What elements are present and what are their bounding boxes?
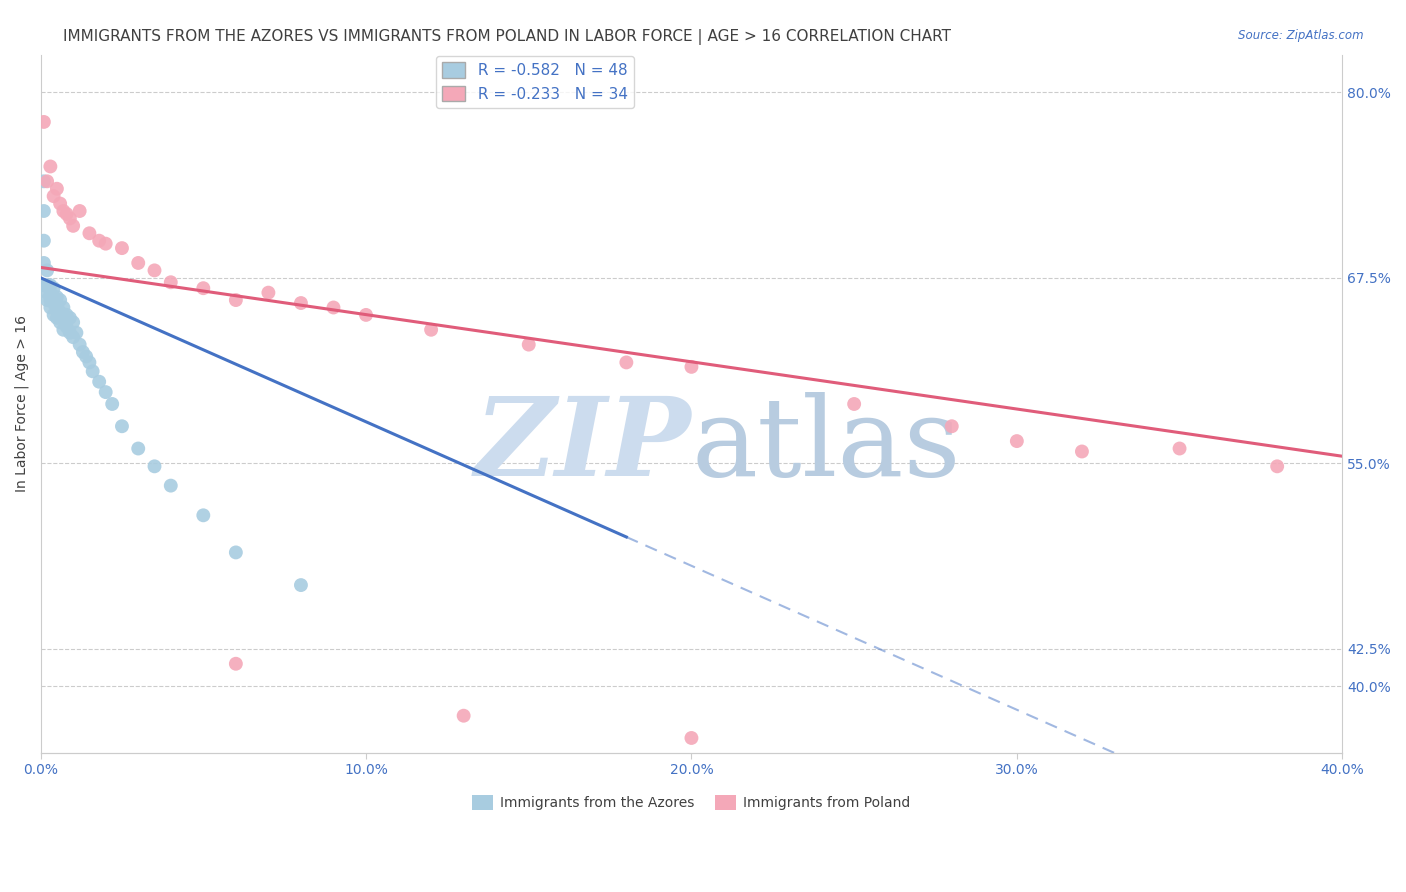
Point [37, 263, 59, 277]
Point [127, 256, 149, 270]
Point [89, 375, 111, 389]
Point [1071, 444, 1094, 458]
Point [354, 308, 377, 322]
Point [49, 196, 72, 211]
Point [49, 315, 72, 329]
Point [1168, 442, 1191, 456]
Point [94, 385, 117, 400]
Point [52, 323, 75, 337]
Point [143, 459, 166, 474]
Point [59, 310, 82, 325]
Point [37, 285, 59, 300]
Point [290, 578, 312, 592]
Point [82, 364, 104, 378]
Point [681, 731, 703, 745]
Point [614, 355, 637, 369]
Point [32, 174, 55, 188]
Point [32, 256, 55, 270]
Point [32, 234, 55, 248]
Point [127, 442, 149, 456]
Point [45, 182, 67, 196]
Point [89, 234, 111, 248]
Point [59, 211, 82, 226]
Point [37, 293, 59, 307]
Point [39, 301, 62, 315]
Point [45, 301, 67, 315]
Point [75, 350, 97, 364]
Point [42, 290, 65, 304]
Point [62, 219, 84, 233]
Point [32, 115, 55, 129]
Point [42, 281, 65, 295]
Point [55, 207, 77, 221]
Point [39, 160, 62, 174]
Point [69, 204, 91, 219]
Point [225, 293, 247, 307]
Point [453, 708, 475, 723]
Point [101, 397, 124, 411]
Point [159, 478, 181, 492]
Y-axis label: In Labor Force | Age > 16: In Labor Force | Age > 16 [15, 316, 30, 492]
Point [193, 508, 215, 523]
Point [42, 308, 65, 322]
Point [55, 308, 77, 322]
Point [49, 305, 72, 319]
Point [79, 227, 101, 241]
Point [37, 278, 59, 293]
Point [225, 657, 247, 671]
Point [1265, 459, 1288, 474]
Point [59, 326, 82, 340]
Text: Source: ZipAtlas.com: Source: ZipAtlas.com [1239, 29, 1364, 42]
Point [39, 285, 62, 300]
Point [45, 290, 67, 304]
Point [37, 174, 59, 188]
Point [42, 296, 65, 310]
Point [681, 359, 703, 374]
Point [225, 545, 247, 559]
Point [69, 337, 91, 351]
Point [39, 278, 62, 293]
Legend: Immigrants from the Azores, Immigrants from Poland: Immigrants from the Azores, Immigrants f… [467, 789, 915, 815]
Point [143, 263, 166, 277]
Point [45, 310, 67, 325]
Point [941, 419, 963, 434]
Text: atlas: atlas [692, 392, 962, 500]
Point [62, 330, 84, 344]
Point [1005, 434, 1028, 448]
Text: IMMIGRANTS FROM THE AZORES VS IMMIGRANTS FROM POLAND IN LABOR FORCE | AGE > 16 C: IMMIGRANTS FROM THE AZORES VS IMMIGRANTS… [63, 29, 952, 45]
Point [55, 319, 77, 334]
Point [49, 293, 72, 307]
Point [79, 355, 101, 369]
Point [52, 310, 75, 325]
Point [290, 296, 312, 310]
Point [52, 301, 75, 315]
Point [65, 326, 87, 340]
Point [62, 315, 84, 329]
Point [193, 281, 215, 295]
Point [42, 189, 65, 203]
Point [32, 204, 55, 219]
Point [111, 241, 134, 255]
Point [94, 236, 117, 251]
Text: ZIP: ZIP [475, 392, 692, 500]
Point [39, 293, 62, 307]
Point [322, 301, 344, 315]
Point [159, 275, 181, 289]
Point [420, 323, 443, 337]
Point [32, 278, 55, 293]
Point [257, 285, 280, 300]
Point [517, 337, 540, 351]
Point [842, 397, 865, 411]
Point [72, 345, 94, 359]
Point [52, 204, 75, 219]
Point [111, 419, 134, 434]
